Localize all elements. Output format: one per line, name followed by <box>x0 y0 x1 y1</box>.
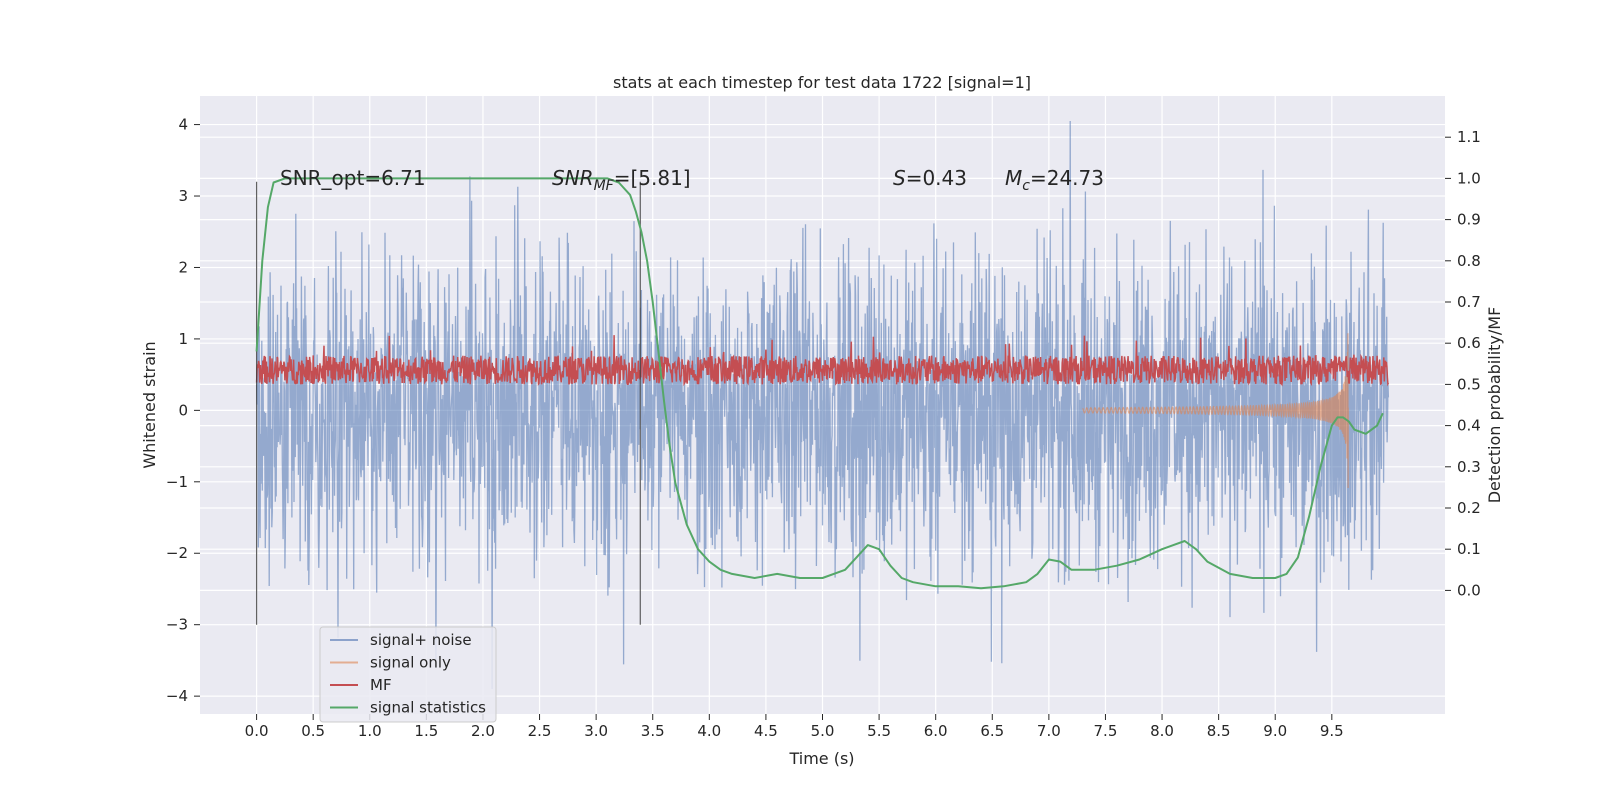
x-tick-label: 2.0 <box>471 722 495 740</box>
annotation-snr-mf-sub: MF <box>594 178 615 194</box>
y-tick-label: −4 <box>166 687 188 705</box>
x-tick-label: 6.5 <box>980 722 1004 740</box>
annotation-snr-mf: SNRMF=[5.81] <box>552 166 691 194</box>
signal-only-line <box>1082 333 1349 489</box>
x-axis-label: Time (s) <box>788 749 854 768</box>
y2-tick-label: 0.7 <box>1457 293 1481 311</box>
x-tick-label: 2.5 <box>528 722 552 740</box>
x-tick-label: 8.0 <box>1150 722 1174 740</box>
x-tick-label: 9.0 <box>1263 722 1287 740</box>
y2-tick-label: 0.6 <box>1457 334 1481 352</box>
y2-tick-label: 0.5 <box>1457 375 1481 393</box>
mf-line <box>255 335 1390 387</box>
y2-axis-label: Detection probability/MF <box>1485 307 1504 504</box>
y-tick-label: −3 <box>166 616 188 634</box>
annotation-mc-sub: c <box>1022 178 1030 194</box>
x-tick-label: 1.5 <box>414 722 438 740</box>
legend-label: signal only <box>370 654 451 672</box>
y2-tick-label: 0.1 <box>1457 540 1481 558</box>
x-tick-label: 9.5 <box>1320 722 1344 740</box>
signal-statistics-line <box>255 177 1384 590</box>
legend: signal+ noise signal only MF signal statist… <box>319 626 497 723</box>
series-signal-statistics <box>255 177 1384 590</box>
x-tick-label: 5.5 <box>867 722 891 740</box>
x-tick-label: 5.0 <box>811 722 835 740</box>
x-tick-label: 7.5 <box>1094 722 1118 740</box>
x-tick-label: 6.0 <box>924 722 948 740</box>
annotation-mc-rest: =24.73 <box>1030 166 1104 190</box>
annotation-snr-mf-rest: =[5.81] <box>614 166 691 190</box>
y-tick-label: 2 <box>178 258 188 276</box>
x-tick-label: 4.5 <box>754 722 778 740</box>
y-tick-label: 4 <box>178 116 188 134</box>
y-tick-labels: −4 −3 −2 −1 0 1 2 3 4 <box>166 116 200 705</box>
series-signal-plus-noise <box>255 120 1390 690</box>
legend-label: signal+ noise <box>370 631 472 649</box>
annotation-s-main: S <box>893 166 906 190</box>
x-tick-label: 3.5 <box>641 722 665 740</box>
annotation-snr-mf-main: SNR <box>552 166 594 190</box>
y-tick-label: 0 <box>178 401 188 419</box>
chart-title: stats at each timestep for test data 172… <box>613 73 1031 92</box>
signal-plus-noise-line <box>255 120 1390 690</box>
y2-tick-label: 1.1 <box>1457 128 1481 146</box>
x-tick-label: 0.0 <box>245 722 269 740</box>
y2-tick-label: 0.2 <box>1457 499 1481 517</box>
y2-tick-labels: 0.0 0.1 0.2 0.3 0.4 0.5 0.6 0.7 0.8 0.9 1.0 1.1 <box>1445 128 1481 599</box>
y-tick-label: 3 <box>178 187 188 205</box>
y-tick-label: 1 <box>178 330 188 348</box>
annotation-s-rest: =0.43 <box>906 166 967 190</box>
series-signal-only <box>1082 333 1349 489</box>
y-axis-label: Whitened strain <box>140 341 159 468</box>
y2-tick-label: 0.9 <box>1457 211 1481 229</box>
vertical-markers <box>255 181 641 625</box>
y2-tick-label: 0.0 <box>1457 581 1481 599</box>
series-mf <box>255 335 1390 387</box>
annotation-mc-main: M <box>1005 166 1022 190</box>
annotation-mc: Mc=24.73 <box>1005 166 1104 194</box>
y2-tick-label: 1.0 <box>1457 169 1481 187</box>
x-tick-label: 3.0 <box>584 722 608 740</box>
x-tick-labels: 0.0 0.5 1.0 1.5 2.0 2.5 3.0 3.5 4.0 4.5 5.0 5.5 6.0 6… <box>245 714 1344 740</box>
legend-label: MF <box>370 676 392 694</box>
x-tick-label: 8.5 <box>1207 722 1231 740</box>
legend-box <box>319 626 497 723</box>
legend-label: signal statistics <box>370 699 486 717</box>
y-tick-label: −1 <box>166 473 188 491</box>
y2-tick-label: 0.3 <box>1457 458 1481 476</box>
x-tick-label: 4.0 <box>697 722 721 740</box>
x-tick-label: 7.0 <box>1037 722 1061 740</box>
annotation-s: S=0.43 <box>893 166 967 190</box>
annotation-snr-opt: SNR_opt=6.71 <box>280 166 426 190</box>
y-tick-label: −2 <box>166 544 188 562</box>
y2-tick-label: 0.4 <box>1457 417 1481 435</box>
x-tick-label: 1.0 <box>358 722 382 740</box>
x-tick-label: 0.5 <box>301 722 325 740</box>
y2-tick-label: 0.8 <box>1457 252 1481 270</box>
